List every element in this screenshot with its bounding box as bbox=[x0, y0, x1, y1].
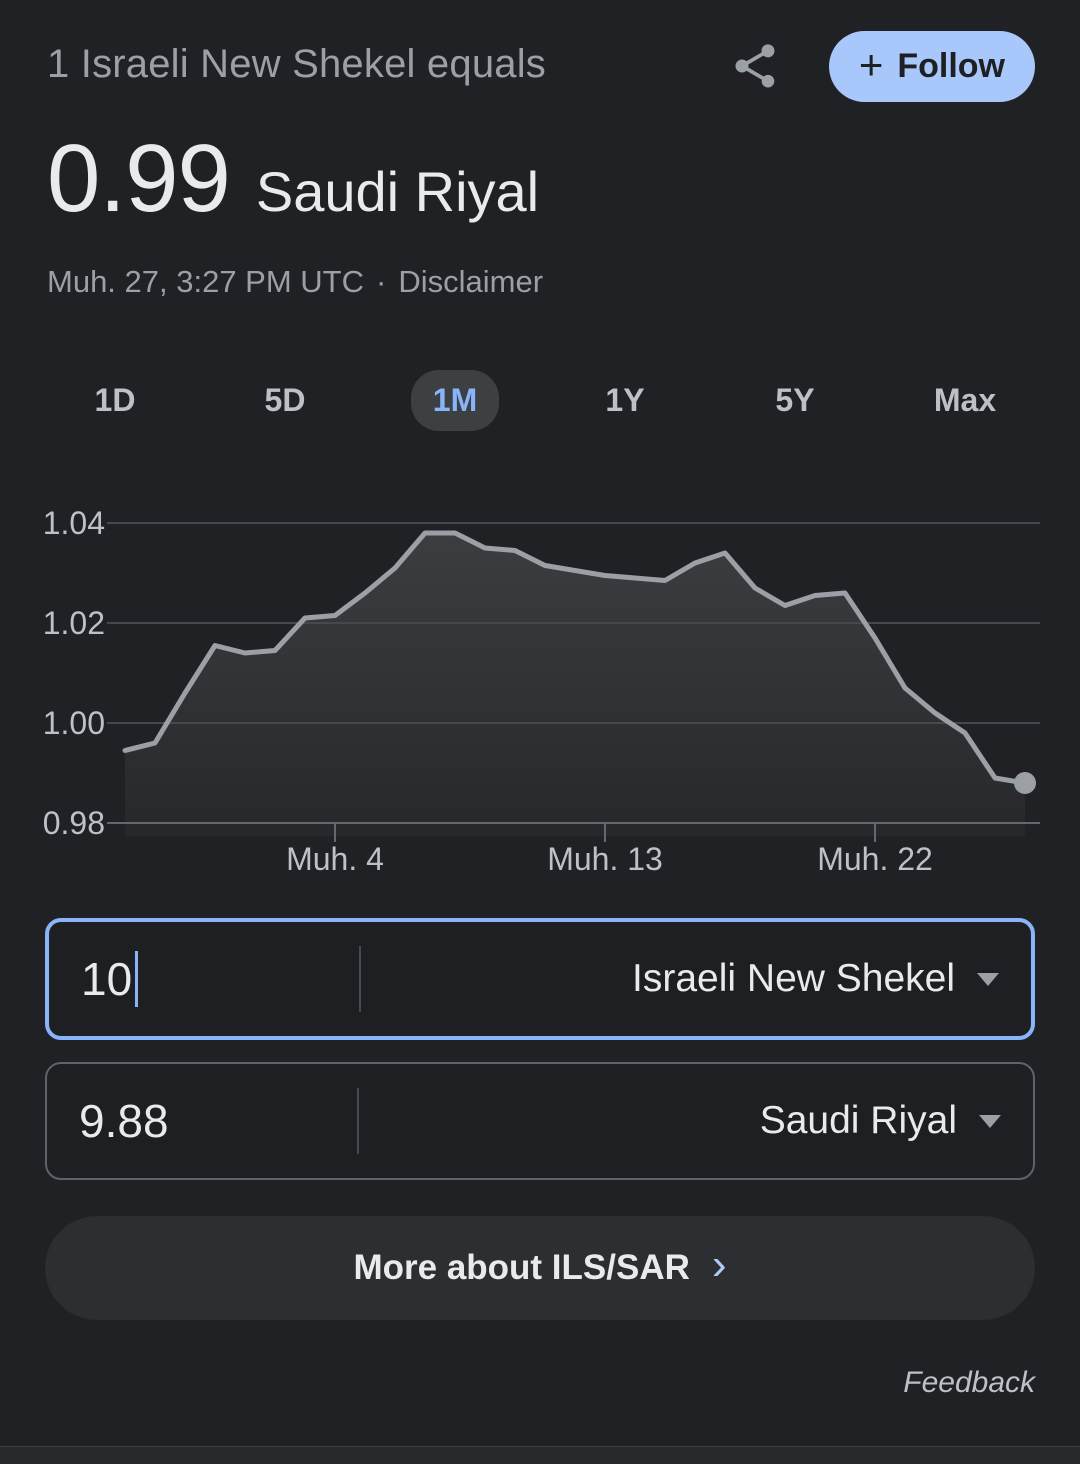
from-currency-row: 10 Israeli New Shekel bbox=[45, 918, 1035, 1040]
plus-icon: + bbox=[858, 41, 884, 88]
tab-5y[interactable]: 5Y bbox=[710, 366, 880, 434]
exchange-rate-chart[interactable]: 1.04 1.02 1.00 0.98 Muh. 4 Muh. 13 Muh. 22 bbox=[0, 490, 1080, 885]
chevron-down-icon bbox=[977, 972, 999, 986]
more-about-label: More about ILS/SAR bbox=[353, 1248, 690, 1287]
chevron-right-icon: › bbox=[711, 1240, 727, 1289]
chart-canvas: 1.04 1.02 1.00 0.98 Muh. 4 Muh. 13 Muh. 22 bbox=[43, 505, 1040, 877]
share-button[interactable] bbox=[722, 33, 788, 99]
svg-text:1.02: 1.02 bbox=[43, 605, 105, 641]
text-cursor bbox=[135, 951, 139, 1007]
from-currency-label: Israeli New Shekel bbox=[632, 957, 955, 1000]
range-tabs: 1D 5D 1M 1Y 5Y Max bbox=[30, 366, 1050, 434]
to-currency-select[interactable]: Saudi Riyal bbox=[754, 1064, 1007, 1178]
tab-1m[interactable]: 1M bbox=[370, 366, 540, 434]
timestamp: Muh. 27, 3:27 PM UTC bbox=[47, 264, 365, 299]
from-amount-value: 10 bbox=[81, 953, 133, 1005]
from-amount-input[interactable]: 10 bbox=[81, 951, 321, 1007]
to-amount-value: 9.88 bbox=[79, 1095, 169, 1147]
svg-text:Muh. 4: Muh. 4 bbox=[286, 841, 384, 877]
svg-text:1.04: 1.04 bbox=[43, 505, 105, 541]
exchange-rate: 0.99 Saudi Riyal bbox=[47, 124, 539, 234]
feedback-link[interactable]: Feedback bbox=[903, 1366, 1035, 1399]
chevron-down-icon bbox=[979, 1114, 1001, 1128]
svg-text:1.00: 1.00 bbox=[43, 705, 105, 741]
svg-text:Muh. 22: Muh. 22 bbox=[817, 841, 933, 877]
tab-1d[interactable]: 1D bbox=[30, 366, 200, 434]
from-currency-select[interactable]: Israeli New Shekel bbox=[626, 922, 1005, 1036]
follow-button-label: Follow bbox=[897, 47, 1005, 85]
to-currency-label: Saudi Riyal bbox=[759, 1099, 957, 1142]
rate-value: 0.99 bbox=[47, 125, 231, 232]
more-about-button[interactable]: More about ILS/SAR › bbox=[45, 1216, 1035, 1320]
to-amount-input[interactable]: 9.88 bbox=[79, 1094, 319, 1148]
to-currency-row: 9.88 Saudi Riyal bbox=[45, 1062, 1035, 1180]
tab-1y[interactable]: 1Y bbox=[540, 366, 710, 434]
bottom-divider bbox=[0, 1446, 1080, 1464]
svg-text:Muh. 13: Muh. 13 bbox=[547, 841, 663, 877]
field-divider bbox=[357, 1088, 359, 1154]
dot-separator: · bbox=[376, 264, 387, 299]
share-icon bbox=[722, 40, 788, 92]
field-divider bbox=[359, 946, 361, 1012]
timestamp-row: Muh. 27, 3:27 PM UTC · Disclaimer bbox=[47, 264, 543, 300]
rate-currency: Saudi Riyal bbox=[255, 160, 540, 223]
follow-button[interactable]: + Follow bbox=[828, 31, 1035, 102]
svg-text:0.98: 0.98 bbox=[43, 805, 105, 841]
tab-max[interactable]: Max bbox=[880, 366, 1050, 434]
tab-5d[interactable]: 5D bbox=[200, 366, 370, 434]
disclaimer-link[interactable]: Disclaimer bbox=[398, 264, 544, 299]
page-title: 1 Israeli New Shekel equals bbox=[47, 42, 546, 86]
